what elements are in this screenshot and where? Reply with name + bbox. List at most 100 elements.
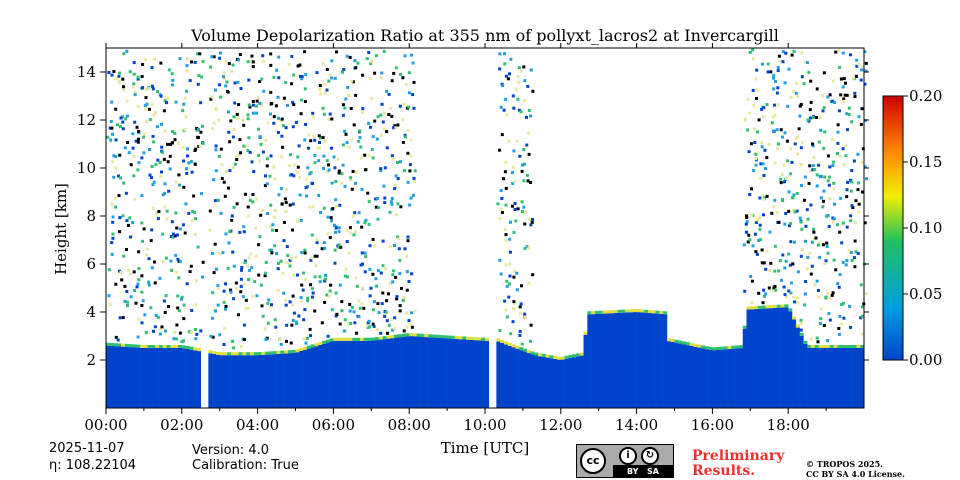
noise-cell [802,82,806,86]
noise-cell [119,125,122,129]
noise-cell [272,115,276,119]
noise-cell [121,316,125,320]
noise-cell [831,291,835,295]
noise-cell [762,288,766,292]
layer-top-cell [473,337,478,341]
noise-cell [232,297,236,301]
noise-cell [351,214,355,218]
boundary-layer-cell [352,340,357,408]
noise-cell [845,188,849,192]
layer-top-cell [412,333,418,337]
noise-cell [163,182,167,186]
boundary-layer-cell [549,358,554,408]
noise-cell [125,114,129,118]
layer-top-cell [788,308,793,312]
layer-top-cell [469,336,474,340]
noise-cell [140,321,144,325]
noise-cell [125,219,129,223]
noise-cell [150,66,154,70]
layer-top-cell [439,335,444,339]
noise-cell [156,217,160,221]
noise-cell [290,54,294,58]
noise-cell [249,59,253,63]
noise-cell [131,132,135,136]
noise-cell [519,302,523,306]
noise-cell [327,79,331,83]
noise-cell [355,170,358,174]
noise-cell [247,256,251,260]
boundary-layer-cell [170,348,175,408]
noise-cell [148,107,151,111]
noise-cell [524,315,527,319]
noise-cell [111,232,115,236]
layer-top-cell [632,309,637,313]
noise-cell [789,172,793,176]
noise-cell [188,270,192,274]
noise-cell [395,295,399,299]
noise-cell [527,152,531,156]
boundary-layer-cell [738,348,744,408]
layer-top-cell [557,356,562,360]
noise-cell [504,160,508,164]
noise-cell [772,286,776,290]
noise-cell [232,346,236,350]
noise-cell [772,76,776,80]
noise-cell [163,129,167,133]
boundary-layer-cell [780,307,785,408]
noise-cell [804,239,807,243]
noise-cell [765,194,769,198]
layer-top-cell [837,345,842,348]
boundary-layer-cell [280,353,285,408]
noise-cell [212,178,216,182]
layer-top-cell [526,350,531,354]
noise-cell [368,267,372,271]
noise-cell [403,135,407,139]
noise-cell [812,155,816,159]
noise-cell [162,109,166,113]
noise-cell [322,82,326,86]
noise-cell [174,253,178,257]
noise-cell [239,284,243,288]
noise-cell [370,97,374,101]
noise-cell [790,281,793,285]
noise-cell [759,176,763,180]
noise-cell [248,105,252,109]
noise-cell [836,130,840,134]
noise-cell [760,261,764,265]
noise-cell [341,143,345,147]
boundary-layer-cell [629,312,634,408]
noise-cell [748,50,752,54]
noise-cell [350,305,354,309]
noise-cell [182,317,186,321]
colorbar-tick-label: 0.15 [909,153,942,171]
noise-cell [795,82,798,85]
noise-cell [182,339,185,343]
noise-cell [256,96,260,100]
noise-cell [249,252,253,256]
noise-cell [809,169,813,173]
noise-cell [248,150,252,154]
noise-cell [805,208,809,212]
noise-cell [838,332,841,336]
layer-top-cell [560,356,565,360]
noise-cell [227,130,231,134]
noise-cell [764,167,768,170]
layer-top-cell [424,334,429,338]
noise-cell [798,104,802,108]
noise-cell [221,251,225,255]
noise-cell [839,196,843,200]
noise-cell [407,319,411,323]
noise-cell [189,264,193,268]
boundary-layer-cell [716,349,721,408]
noise-cell [214,309,218,313]
noise-cell [342,329,346,333]
noise-cell [328,112,332,116]
noise-cell [499,105,503,109]
noise-cell [150,266,154,270]
boundary-layer-cell [689,346,694,408]
x-tick-label: 06:00 [312,416,355,434]
noise-cell [514,87,518,91]
noise-cell [224,307,227,311]
noise-cell [296,165,300,169]
noise-cell [388,281,392,285]
